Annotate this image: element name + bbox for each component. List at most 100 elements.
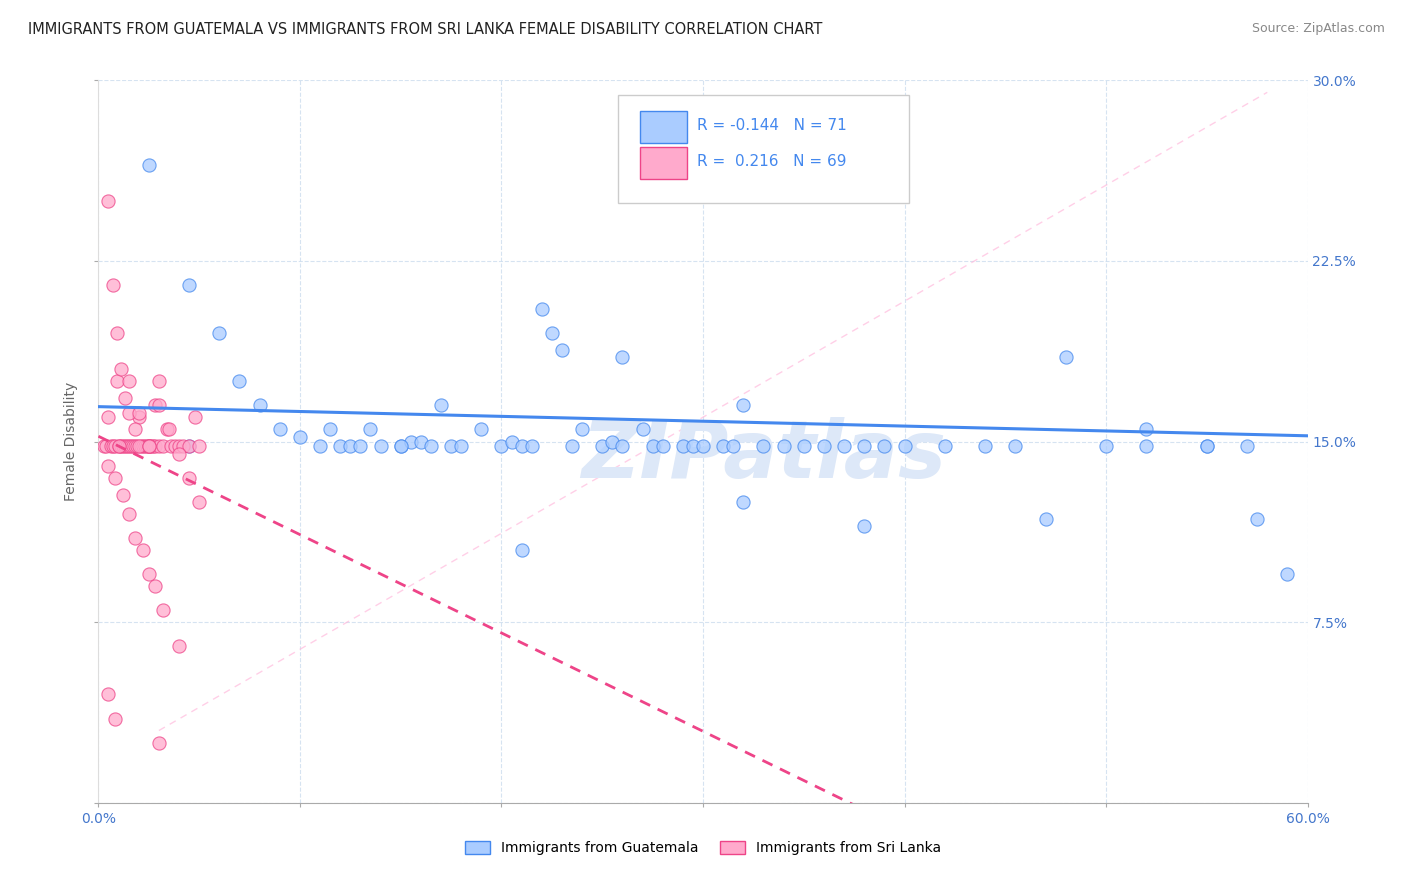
Point	[107, 439, 129, 453]
Point	[132, 439, 155, 453]
Point	[135, 439, 157, 453]
Point	[733, 398, 755, 412]
Point	[873, 439, 896, 453]
Point	[228, 374, 250, 388]
Point	[370, 439, 392, 453]
Point	[651, 439, 673, 453]
Point	[723, 439, 745, 453]
Point	[143, 398, 166, 412]
Point	[128, 439, 150, 453]
Point	[172, 439, 194, 453]
Point	[124, 422, 146, 436]
Point	[612, 439, 634, 453]
Point	[114, 439, 136, 453]
Point	[138, 439, 160, 453]
Point	[389, 439, 412, 453]
Point	[107, 439, 129, 453]
Point	[309, 439, 332, 453]
Point	[571, 422, 593, 436]
Point	[561, 439, 583, 453]
Point	[612, 350, 634, 364]
Point	[179, 277, 201, 292]
Point	[103, 470, 125, 484]
Point	[692, 439, 714, 453]
Point	[138, 439, 160, 453]
Point	[249, 398, 271, 412]
Point	[188, 439, 211, 453]
Point	[1095, 439, 1118, 453]
Point	[110, 362, 132, 376]
Point	[1035, 511, 1057, 525]
Point	[269, 422, 291, 436]
Point	[752, 439, 775, 453]
Point	[510, 439, 533, 453]
Point	[120, 439, 142, 453]
FancyBboxPatch shape	[619, 95, 908, 203]
Point	[96, 439, 118, 453]
Point	[118, 374, 141, 388]
Text: Source: ZipAtlas.com: Source: ZipAtlas.com	[1251, 22, 1385, 36]
Point	[1236, 439, 1258, 453]
Point	[530, 301, 553, 317]
Point	[132, 542, 155, 557]
Point	[389, 439, 412, 453]
Point	[124, 531, 146, 545]
Point	[118, 507, 141, 521]
Point	[893, 439, 915, 453]
Point	[591, 439, 613, 453]
Point	[399, 434, 422, 449]
Point	[128, 406, 150, 420]
Point	[813, 439, 835, 453]
Point	[1246, 511, 1268, 525]
Point	[440, 439, 463, 453]
Point	[510, 542, 533, 557]
Point	[160, 439, 183, 453]
Point	[129, 439, 152, 453]
Point	[188, 494, 211, 508]
Point	[853, 439, 876, 453]
Point	[148, 735, 170, 749]
Point	[832, 439, 855, 453]
Point	[339, 439, 361, 453]
Point	[1195, 439, 1218, 453]
FancyBboxPatch shape	[640, 147, 688, 179]
Point	[97, 458, 120, 473]
Point	[134, 439, 156, 453]
Point	[163, 439, 186, 453]
Point	[520, 439, 543, 453]
Point	[1135, 439, 1157, 453]
Point	[124, 439, 146, 453]
Point	[360, 422, 382, 436]
Point	[125, 439, 148, 453]
Point	[111, 487, 134, 501]
Point	[672, 439, 695, 453]
Point	[1135, 422, 1157, 436]
Point	[631, 422, 654, 436]
Point	[148, 398, 170, 412]
Text: ZIPatlas: ZIPatlas	[581, 417, 946, 495]
Point	[602, 434, 624, 449]
Point	[934, 439, 956, 453]
Point	[100, 439, 122, 453]
Point	[111, 439, 134, 453]
Point	[1004, 439, 1026, 453]
Point	[103, 712, 125, 726]
Point	[540, 326, 562, 340]
Point	[148, 439, 170, 453]
Point	[409, 434, 432, 449]
Point	[138, 157, 160, 171]
Point	[470, 422, 492, 436]
Point	[501, 434, 523, 449]
Point	[1195, 439, 1218, 453]
Point	[139, 439, 162, 453]
Point	[772, 439, 794, 453]
Point	[114, 391, 136, 405]
Point	[157, 422, 180, 436]
Point	[143, 439, 166, 453]
Point	[118, 406, 141, 420]
Point	[551, 343, 574, 357]
Point	[974, 439, 997, 453]
Point	[101, 439, 124, 453]
Text: R = -0.144   N = 71: R = -0.144 N = 71	[697, 119, 846, 133]
Point	[152, 439, 174, 453]
